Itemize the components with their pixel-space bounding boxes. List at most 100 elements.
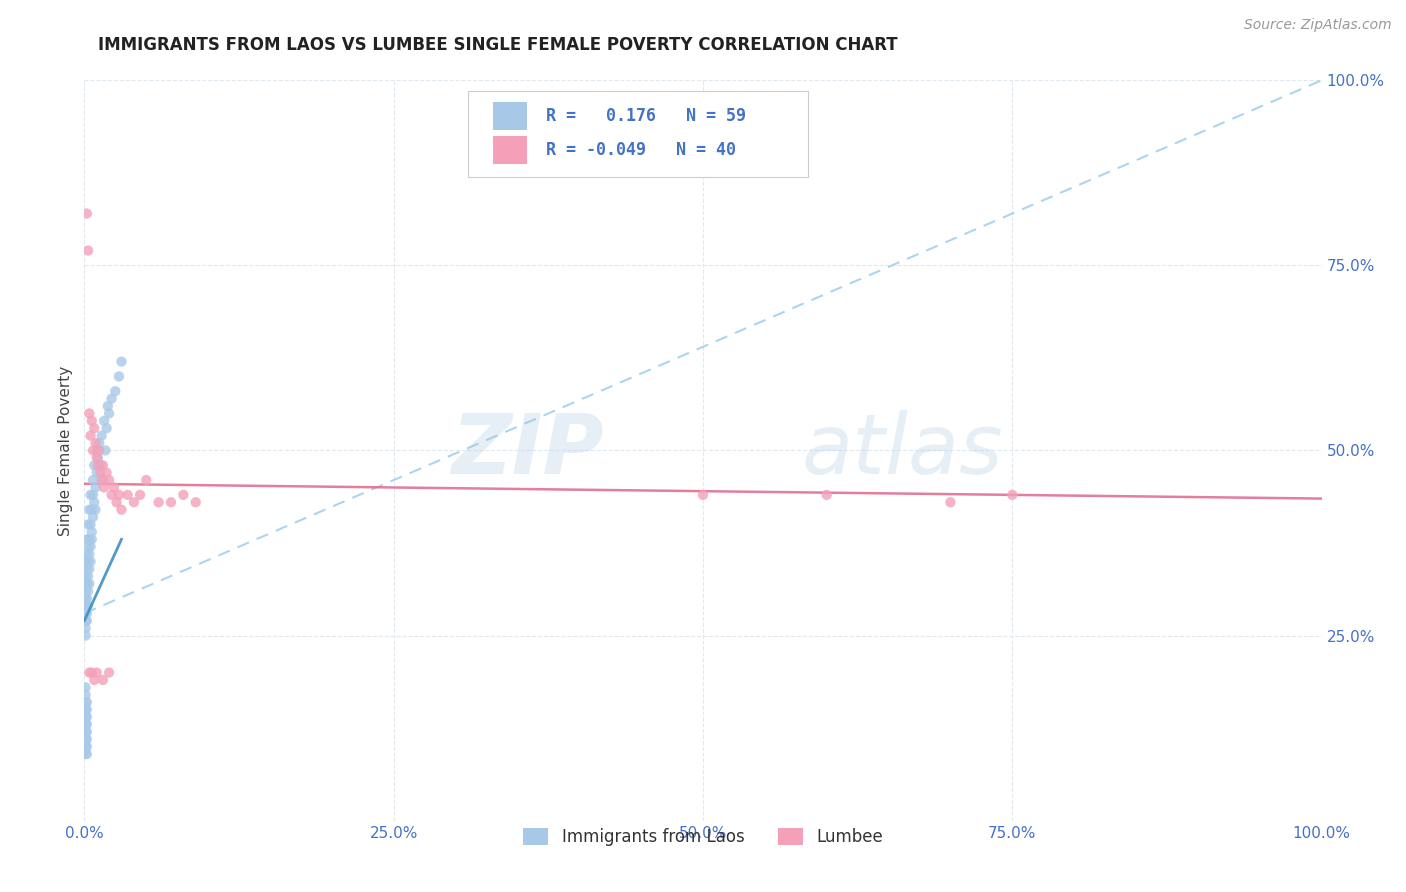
Point	[75, 695, 97, 709]
Point	[93, 414, 115, 428]
Point	[75, 599, 97, 613]
Text: R =   0.176   N = 59: R = 0.176 N = 59	[546, 107, 745, 125]
Point	[76, 710, 98, 724]
Point	[82, 443, 104, 458]
Point	[77, 584, 100, 599]
Point	[91, 473, 114, 487]
FancyBboxPatch shape	[492, 102, 527, 130]
Point	[75, 681, 97, 695]
Point	[122, 495, 145, 509]
Point	[86, 443, 108, 458]
Point	[184, 495, 207, 509]
Point	[79, 555, 101, 569]
Point	[939, 495, 962, 509]
Point	[75, 724, 97, 739]
Point	[79, 540, 101, 554]
Point	[79, 547, 101, 561]
Point	[79, 576, 101, 591]
Point	[82, 488, 104, 502]
Point	[77, 540, 100, 554]
Point	[77, 599, 100, 613]
Point	[103, 480, 125, 494]
Point	[117, 488, 139, 502]
Point	[105, 495, 128, 509]
Point	[108, 369, 131, 384]
Point	[84, 502, 107, 516]
Point	[75, 717, 97, 731]
Point	[76, 724, 98, 739]
Point	[100, 488, 122, 502]
Point	[148, 495, 170, 509]
Point	[75, 576, 97, 591]
FancyBboxPatch shape	[468, 91, 808, 177]
Point	[91, 673, 114, 687]
Text: atlas: atlas	[801, 410, 1004, 491]
Text: R = -0.049   N = 40: R = -0.049 N = 40	[546, 141, 735, 159]
Point	[97, 399, 120, 413]
Point	[86, 450, 108, 465]
Point	[75, 621, 97, 635]
Point	[79, 407, 101, 421]
Point	[75, 732, 97, 747]
Point	[76, 599, 98, 613]
Point	[79, 517, 101, 532]
Point	[80, 665, 103, 680]
Text: ZIP: ZIP	[451, 410, 605, 491]
Point	[75, 688, 97, 702]
Point	[79, 533, 101, 547]
Point	[90, 428, 112, 442]
Point	[93, 480, 115, 494]
Point	[692, 488, 714, 502]
Point	[75, 569, 97, 583]
Point	[76, 533, 98, 547]
Point	[82, 473, 104, 487]
Point	[80, 524, 103, 539]
Point	[76, 703, 98, 717]
Point	[75, 607, 97, 621]
Point	[75, 555, 97, 569]
Point	[89, 443, 111, 458]
Legend: Immigrants from Laos, Lumbee: Immigrants from Laos, Lumbee	[516, 822, 890, 853]
Point	[84, 480, 107, 494]
Point	[86, 466, 108, 480]
Point	[90, 473, 112, 487]
Y-axis label: Single Female Poverty: Single Female Poverty	[58, 366, 73, 535]
Point	[77, 244, 100, 258]
Point	[84, 436, 107, 450]
Point	[104, 384, 127, 399]
Point	[76, 739, 98, 754]
Point	[76, 614, 98, 628]
Point	[83, 458, 105, 473]
Point	[82, 510, 104, 524]
Point	[79, 488, 101, 502]
Point	[83, 495, 105, 509]
Point	[80, 414, 103, 428]
Point	[76, 206, 98, 220]
Point	[96, 421, 118, 435]
Point	[135, 473, 157, 487]
Point	[100, 392, 122, 406]
Point	[91, 458, 114, 473]
Point	[86, 665, 108, 680]
Point	[83, 421, 105, 435]
Point	[110, 502, 132, 516]
Point	[108, 488, 131, 502]
Point	[96, 466, 118, 480]
Point	[80, 533, 103, 547]
Point	[77, 517, 100, 532]
Point	[98, 473, 121, 487]
Point	[87, 458, 110, 473]
Point	[75, 591, 97, 606]
Point	[160, 495, 183, 509]
Point	[80, 502, 103, 516]
Point	[79, 428, 101, 442]
Text: IMMIGRANTS FROM LAOS VS LUMBEE SINGLE FEMALE POVERTY CORRELATION CHART: IMMIGRANTS FROM LAOS VS LUMBEE SINGLE FE…	[98, 36, 898, 54]
Point	[76, 591, 98, 606]
Point	[76, 717, 98, 731]
Point	[87, 450, 110, 465]
Point	[75, 614, 97, 628]
Point	[83, 673, 105, 687]
Point	[89, 436, 111, 450]
Point	[75, 628, 97, 642]
Point	[76, 695, 98, 709]
